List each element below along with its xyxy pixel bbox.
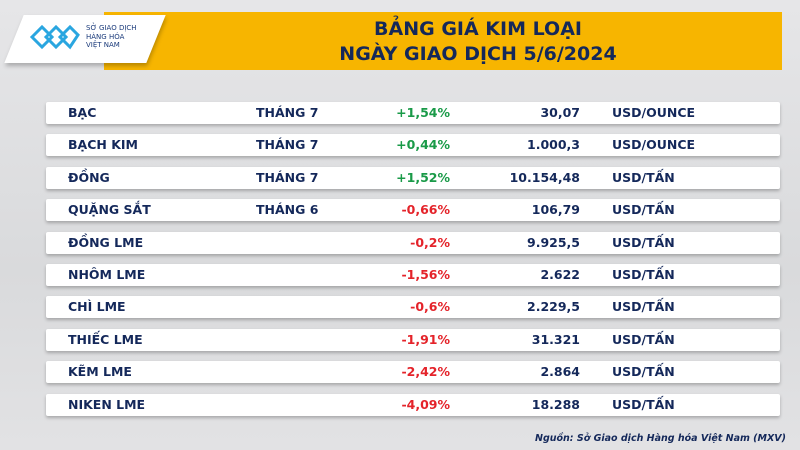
metal-name: NHÔM LME	[68, 267, 146, 282]
metal-name: ĐỒNG LME	[68, 234, 144, 250]
contract-month: THÁNG 7	[256, 105, 319, 120]
logo-text-2: HÀNG HÓA	[86, 32, 125, 41]
percent-change: -0,66%	[401, 202, 450, 218]
percent-change: +1,52%	[396, 169, 450, 185]
unit: USD/OUNCE	[612, 105, 696, 120]
unit: USD/TẤN	[612, 267, 675, 282]
price: 31.321	[531, 331, 580, 347]
unit: USD/TẤN	[612, 169, 675, 185]
unit: USD/TẤN	[612, 396, 675, 412]
table-row: THIẾC LME -1,91% 31.321 USD/TẤN	[46, 328, 780, 351]
source-note: Nguồn: Sở Giao dịch Hàng hóa Việt Nam (M…	[535, 433, 786, 444]
price: 18.288	[531, 396, 580, 412]
title-line-2: NGÀY GIAO DỊCH 5/6/2024	[339, 43, 617, 65]
metal-name: NIKEN LME	[68, 396, 146, 412]
percent-change: -1,56%	[401, 267, 450, 282]
percent-change: +1,54%	[396, 105, 450, 120]
price: 106,79	[531, 202, 580, 218]
unit: USD/TẤN	[612, 331, 675, 347]
price: 10.154,48	[509, 169, 580, 185]
unit: USD/OUNCE	[612, 137, 696, 153]
table-row: NIKEN LME -4,09% 18.288 USD/TẤN	[46, 393, 780, 416]
title-line-1: BẢNG GIÁ KIM LOẠI	[374, 18, 582, 40]
percent-change: -0,6%	[410, 299, 450, 315]
logo: SỞ GIAO DỊCH HÀNG HÓA VIỆT NAM	[30, 22, 146, 52]
percent-change: -1,91%	[401, 331, 450, 347]
metal-name: ĐỒNG	[68, 169, 110, 185]
metal-name: BẠC	[68, 105, 97, 120]
title-banner: BẢNG GIÁ KIM LOẠI NGÀY GIAO DỊCH 5/6/202…	[104, 12, 782, 70]
table-row: BẠCH KIM THÁNG 7 +0,44% 1.000,3 USD/OUNCE	[46, 134, 780, 157]
unit: USD/TẤN	[612, 299, 675, 315]
unit: USD/TẤN	[612, 234, 675, 250]
percent-change: -0,2%	[410, 234, 450, 250]
percent-change: +0,44%	[396, 137, 450, 153]
metal-name: THIẾC LME	[68, 331, 143, 347]
table-row: QUẶNG SẮT THÁNG 6 -0,66% 106,79 USD/TẤN	[46, 199, 780, 222]
price: 9.925,5	[527, 234, 580, 250]
mxv-logo-icon	[30, 24, 80, 50]
table-row: KẼM LME -2,42% 2.864 USD/TẤN	[46, 361, 780, 384]
unit: USD/TẤN	[612, 364, 675, 380]
price: 30,07	[540, 105, 580, 120]
unit: USD/TẤN	[612, 202, 675, 218]
table-row: BẠC THÁNG 7 +1,54% 30,07 USD/OUNCE	[46, 102, 780, 124]
table-row: ĐỒNG LME -0,2% 9.925,5 USD/TẤN	[46, 231, 780, 254]
contract-month: THÁNG 6	[256, 202, 319, 218]
percent-change: -2,42%	[401, 364, 450, 380]
logo-text-3: VIỆT NAM	[86, 41, 120, 50]
metal-name: KẼM LME	[68, 364, 132, 380]
metal-name: QUẶNG SẮT	[68, 202, 151, 218]
price: 1.000,3	[527, 137, 580, 153]
price: 2.229,5	[527, 299, 580, 315]
table-row: ĐỒNG THÁNG 7 +1,52% 10.154,48 USD/TẤN	[46, 166, 780, 189]
table-row: NHÔM LME -1,56% 2.622 USD/TẤN	[46, 264, 780, 286]
contract-month: THÁNG 7	[256, 169, 319, 185]
metal-name: CHÌ LME	[68, 299, 126, 315]
table-row: CHÌ LME -0,6% 2.229,5 USD/TẤN	[46, 296, 780, 319]
contract-month: THÁNG 7	[256, 137, 319, 153]
price: 2.864	[540, 364, 580, 380]
price: 2.622	[540, 267, 580, 282]
metal-name: BẠCH KIM	[68, 137, 138, 153]
logo-text-1: SỞ GIAO DỊCH	[86, 24, 137, 33]
percent-change: -4,09%	[401, 396, 450, 412]
